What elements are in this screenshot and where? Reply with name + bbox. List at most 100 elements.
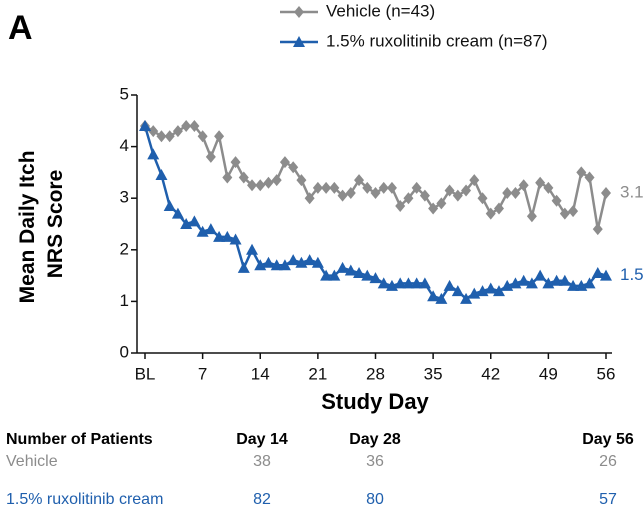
- point: [576, 166, 587, 179]
- point: [312, 181, 323, 194]
- point: [484, 282, 497, 294]
- x-tick-label: 21: [308, 364, 327, 383]
- point: [591, 267, 604, 279]
- point: [435, 292, 448, 304]
- point: [460, 292, 473, 304]
- point: [222, 171, 233, 184]
- point: [181, 119, 192, 132]
- point: [188, 215, 201, 227]
- x-tick-label: 7: [198, 364, 207, 383]
- y-axis-label: Mean Daily Itch NRS Score: [16, 145, 67, 304]
- point: [428, 202, 439, 215]
- point: [369, 272, 382, 284]
- point: [493, 202, 504, 215]
- point: [320, 269, 333, 281]
- point: [517, 274, 530, 286]
- y-tick-label: 1: [120, 291, 129, 310]
- point: [353, 267, 366, 279]
- point: [444, 184, 455, 197]
- point: [601, 187, 611, 200]
- y-tick-label: 2: [120, 239, 129, 258]
- point: [427, 290, 440, 302]
- point: [247, 179, 258, 192]
- point: [394, 277, 407, 289]
- point: [279, 156, 290, 169]
- point: [543, 181, 554, 194]
- point: [419, 189, 430, 202]
- point: [303, 254, 316, 266]
- table-cell: Vehicle: [6, 453, 58, 470]
- point: [411, 181, 422, 194]
- point: [156, 130, 167, 143]
- point: [583, 277, 596, 289]
- point: [344, 264, 357, 276]
- point: [311, 256, 324, 268]
- x-tick-label: BL: [135, 364, 156, 383]
- point: [584, 171, 595, 184]
- point: [403, 192, 414, 205]
- point: [262, 256, 275, 268]
- point: [550, 274, 563, 286]
- point: [592, 223, 603, 236]
- series-line: [144, 124, 608, 230]
- point: [304, 192, 315, 205]
- table-cell: 36: [366, 453, 384, 470]
- point: [271, 174, 282, 187]
- point: [189, 119, 200, 132]
- point: [263, 176, 274, 189]
- point: [443, 279, 456, 291]
- x-tick-label: 35: [424, 364, 443, 383]
- point: [230, 156, 241, 169]
- point: [321, 181, 332, 194]
- point: [354, 174, 365, 187]
- table-cell: 80: [366, 491, 384, 508]
- point: [518, 179, 529, 192]
- point: [155, 168, 168, 180]
- point: [205, 150, 216, 163]
- point: [296, 174, 307, 187]
- point: [237, 261, 250, 273]
- point: [197, 130, 208, 143]
- point: [551, 194, 562, 207]
- point: [213, 230, 226, 242]
- point: [163, 199, 176, 211]
- point: [402, 277, 415, 289]
- point: [386, 181, 397, 194]
- x-tick-label: 28: [366, 364, 385, 383]
- point: [568, 205, 579, 218]
- point: [410, 277, 423, 289]
- point: [171, 207, 184, 219]
- y-tick-label: 0: [120, 342, 129, 361]
- point: [395, 199, 406, 212]
- point: [287, 254, 300, 266]
- x-tick-label: 14: [251, 364, 270, 383]
- legend-marker: [294, 6, 304, 18]
- point: [288, 161, 299, 174]
- point: [229, 233, 242, 245]
- y-axis-label-line: NRS Score: [44, 170, 67, 279]
- point: [452, 189, 463, 202]
- point: [451, 285, 464, 297]
- point: [278, 259, 291, 271]
- table-cell: 26: [599, 453, 617, 470]
- point: [345, 187, 356, 200]
- point: [238, 171, 249, 184]
- point: [246, 243, 259, 255]
- x-tick-label: 56: [597, 364, 616, 383]
- point: [461, 184, 472, 197]
- point: [485, 207, 496, 220]
- end-value-label: 1.5: [620, 265, 644, 284]
- point: [534, 269, 547, 281]
- x-tick-label: 42: [481, 364, 500, 383]
- point: [558, 274, 571, 286]
- point: [525, 277, 538, 289]
- table-cell: 38: [253, 453, 271, 470]
- y-tick-label: 4: [120, 136, 129, 155]
- legend-label: 1.5% ruxolitinib cream (n=87): [326, 31, 548, 50]
- point: [148, 125, 159, 138]
- point: [147, 148, 160, 160]
- legend-label: Vehicle (n=43): [326, 1, 435, 20]
- point: [469, 174, 480, 187]
- point: [559, 207, 570, 220]
- point: [510, 187, 521, 200]
